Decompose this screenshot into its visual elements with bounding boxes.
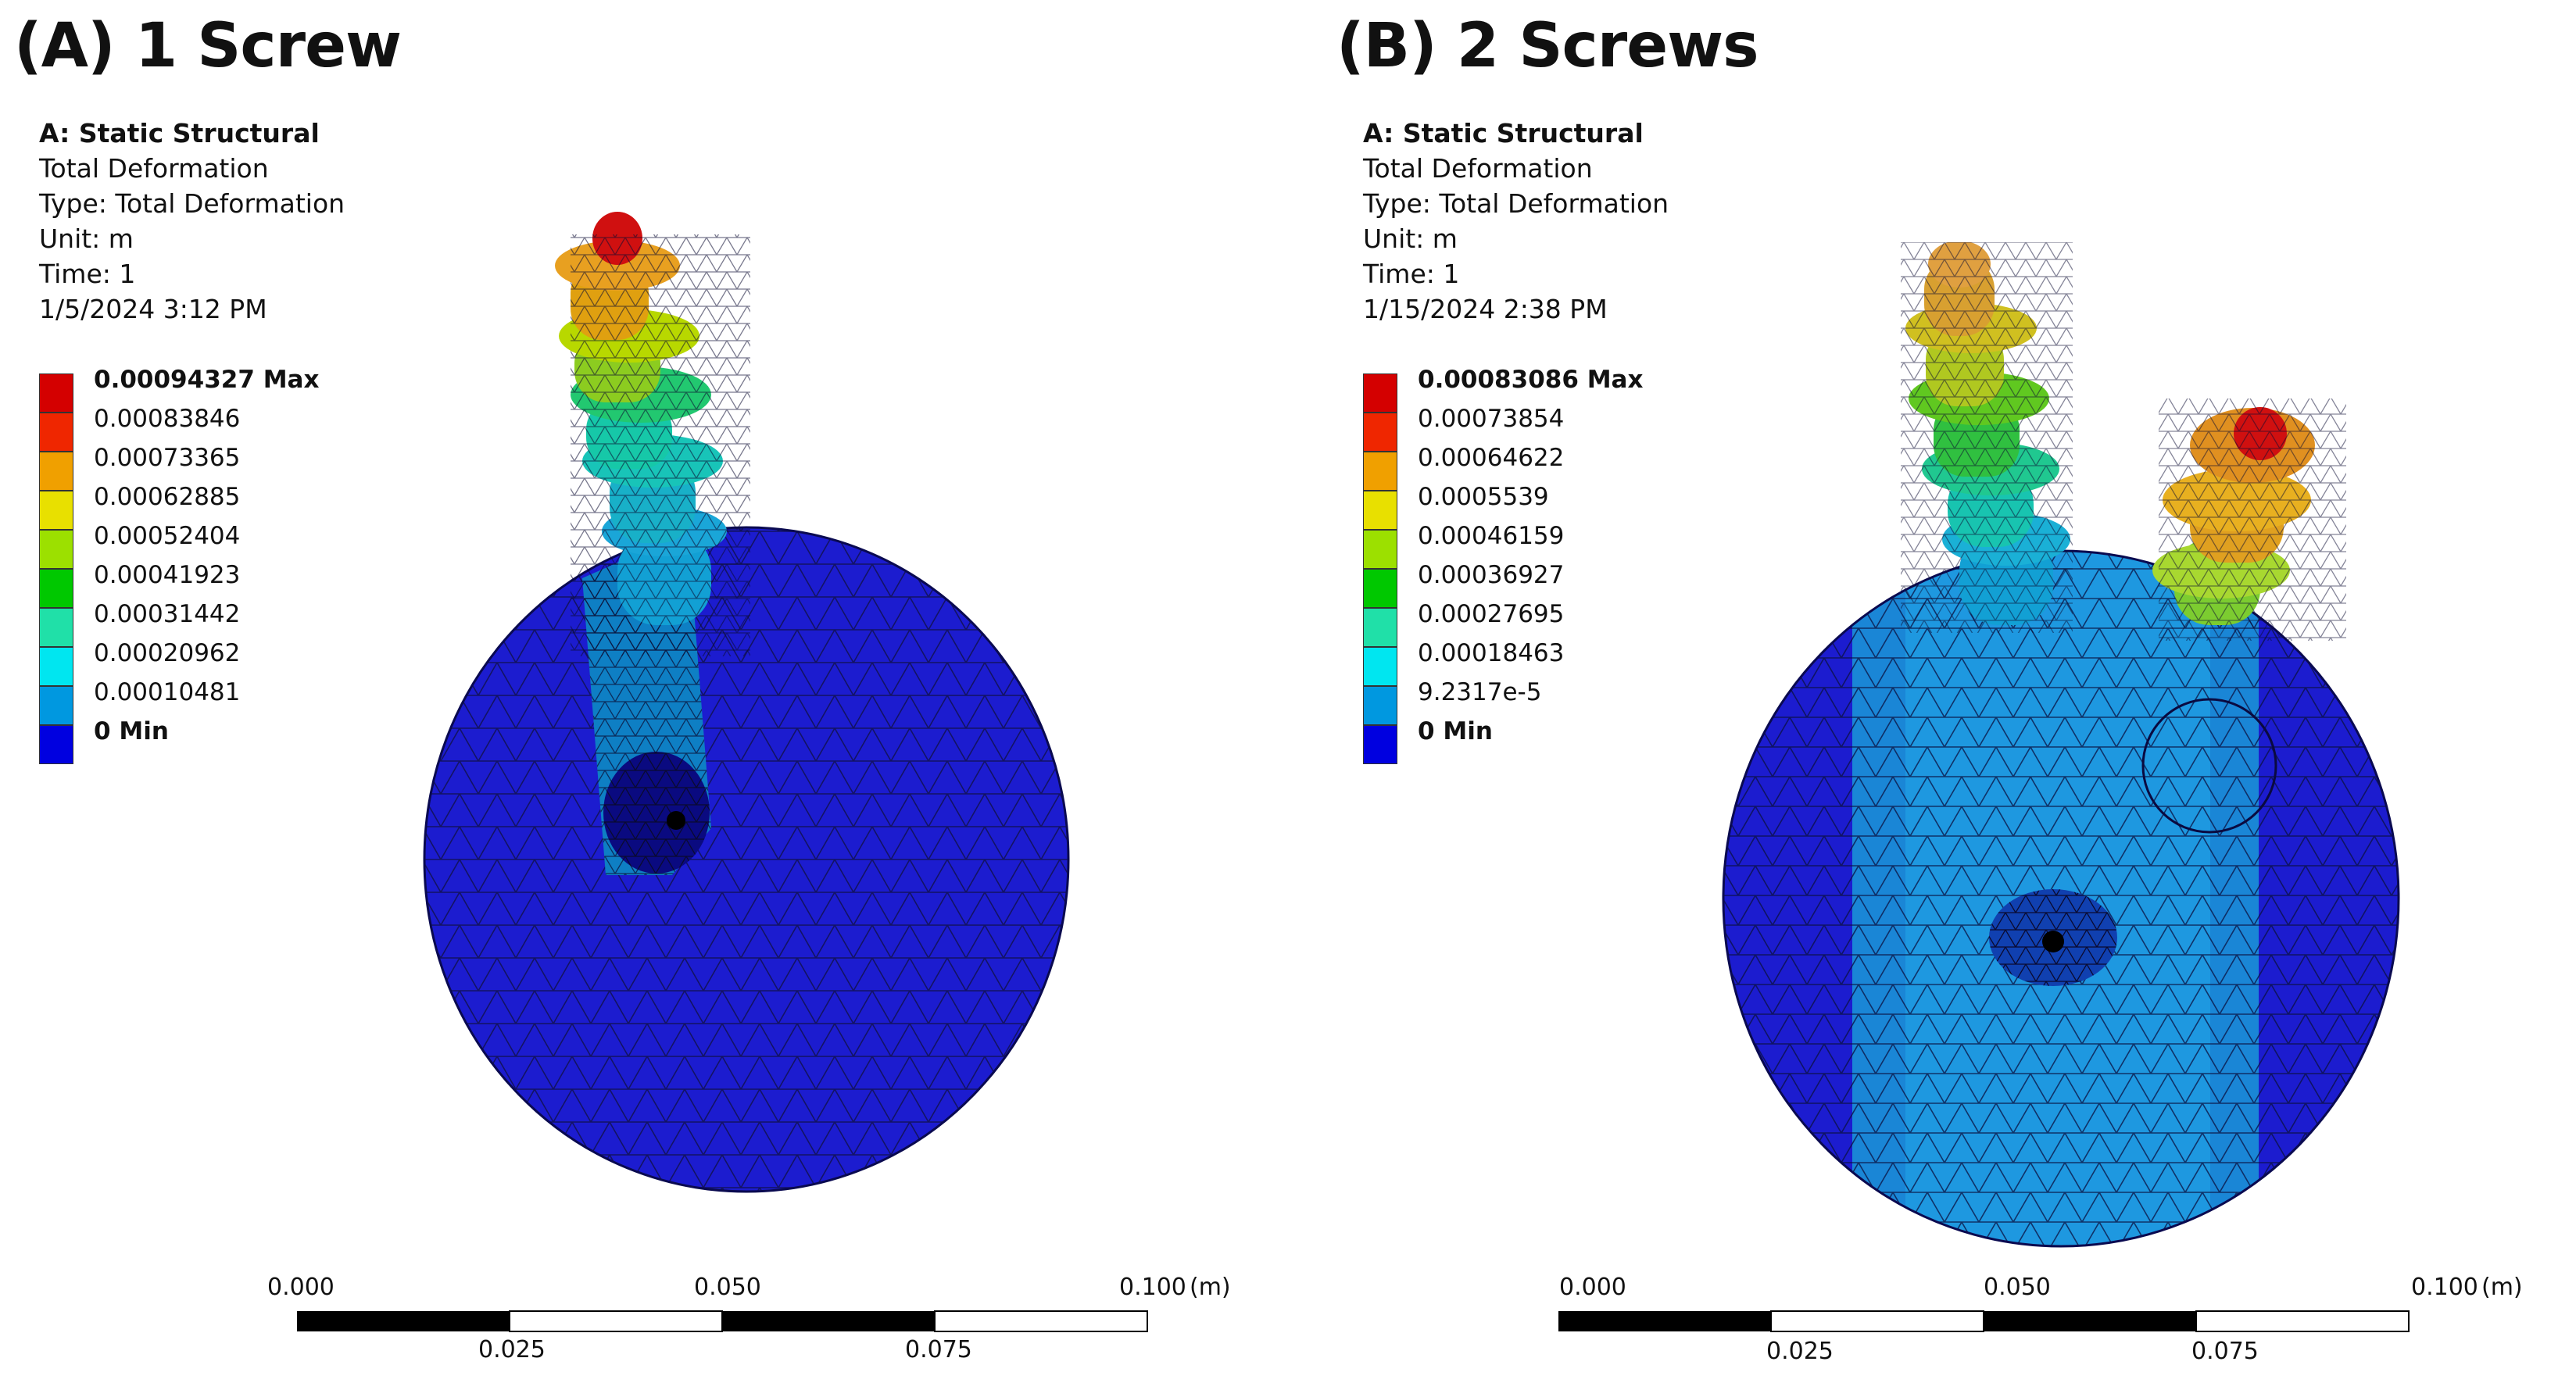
scale-unit: (m) [2481, 1274, 2523, 1301]
scale-segments [1558, 1310, 2410, 1332]
legend-label: 0 Min [1418, 717, 1493, 745]
scale-bar [297, 1310, 1148, 1332]
legend-swatch [1363, 569, 1397, 608]
scale-label: 0.075 [905, 1336, 972, 1363]
result-name: Total Deformation [1363, 153, 1593, 184]
legend-swatch [1363, 491, 1397, 530]
legend-swatch [1363, 608, 1397, 647]
result-info: A: Static Structural Total Deformation T… [39, 116, 345, 327]
scale-label: 0.025 [478, 1336, 546, 1363]
scale-label: 0.025 [1766, 1338, 1834, 1365]
legend-label: 0.00062885 [94, 483, 241, 511]
legend-swatch [1363, 725, 1397, 764]
legend-label: 0.00018463 [1418, 639, 1565, 667]
screw-left [1901, 242, 2073, 633]
scale-unit: (m) [1190, 1274, 1231, 1301]
legend-swatch [39, 608, 73, 647]
scale-label: 0.100 [1119, 1274, 1186, 1301]
panel-one-screw: (A) 1 Screw A: Static Structural Total D… [14, 11, 1231, 1363]
result-type: Type: Total Deformation [39, 188, 345, 219]
result-info: A: Static Structural Total Deformation T… [1363, 116, 1669, 327]
sphere [1722, 549, 2400, 1248]
legend-swatch [39, 569, 73, 608]
legend-swatch [39, 413, 73, 452]
legend-swatch [39, 452, 73, 491]
screw [555, 212, 750, 656]
legend-label: 0.00083086 Max [1418, 366, 1644, 394]
legend-label: 0.00041923 [94, 561, 241, 589]
result-date: 1/5/2024 3:12 PM [39, 294, 267, 324]
legend-label: 0.00036927 [1418, 561, 1565, 589]
legend-swatch [1363, 373, 1397, 413]
legend-label: 0.00031442 [94, 600, 241, 628]
scale-label: 0.050 [1984, 1274, 2051, 1301]
legend-label: 0.00052404 [94, 522, 241, 550]
sphere [423, 526, 1070, 1193]
panel-two-screws: (B) 2 Screws A: Static Structural Total … [1321, 0, 2576, 1383]
result-time: Time: 1 [1363, 259, 1460, 289]
legend-swatch [1363, 452, 1397, 491]
legend-label: 0.00046159 [1418, 522, 1565, 550]
scale-bar [1558, 1310, 2410, 1332]
legend-swatch [1363, 647, 1397, 686]
scale-segments [297, 1310, 1148, 1332]
fea-model-two-screws [1722, 242, 2400, 1248]
legend-swatch [1363, 686, 1397, 725]
result-date: 1/15/2024 2:38 PM [1363, 294, 1608, 324]
result-name: Total Deformation [39, 153, 269, 184]
legend-label: 0.00010481 [94, 678, 241, 706]
legend-swatch [1363, 413, 1397, 452]
scale-label: 0.075 [2191, 1338, 2259, 1365]
legend-label: 0 Min [94, 717, 169, 745]
scale-label: 0.100 [2411, 1274, 2478, 1301]
panel-title: (A) 1 Screw [14, 11, 402, 81]
result-unit: Unit: m [1363, 223, 1458, 254]
result-unit: Unit: m [39, 223, 134, 254]
legend-swatch [39, 686, 73, 725]
legend-label: 0.00020962 [94, 639, 241, 667]
analysis-name: A: Static Structural [1363, 118, 1644, 148]
legend-label: 0.00083846 [94, 405, 241, 433]
legend-swatch [1363, 530, 1397, 569]
analysis-name: A: Static Structural [39, 118, 320, 148]
result-time: Time: 1 [39, 259, 136, 289]
legend-swatch [39, 530, 73, 569]
legend-swatch [39, 725, 73, 764]
legend-label: 9.2317e-5 [1418, 678, 1542, 706]
legend-label: 0.00064622 [1418, 444, 1565, 472]
legend-label: 0.00094327 Max [94, 366, 320, 394]
scale-label: 0.000 [267, 1274, 335, 1301]
fea-model-one-screw [423, 212, 1070, 1193]
panel-title: (B) 2 Screws [1336, 11, 1759, 81]
legend-label: 0.0005539 [1418, 483, 1549, 511]
legend-swatch [39, 373, 73, 413]
legend-swatch [39, 491, 73, 530]
result-type: Type: Total Deformation [1363, 188, 1669, 219]
scale-label: 0.050 [694, 1274, 761, 1301]
legend-swatch [39, 647, 73, 686]
legend-label: 0.00073365 [94, 444, 241, 472]
screw-right [2152, 398, 2346, 641]
scale-label: 0.000 [1559, 1274, 1626, 1301]
legend-label: 0.00073854 [1418, 405, 1565, 433]
legend-label: 0.00027695 [1418, 600, 1565, 628]
